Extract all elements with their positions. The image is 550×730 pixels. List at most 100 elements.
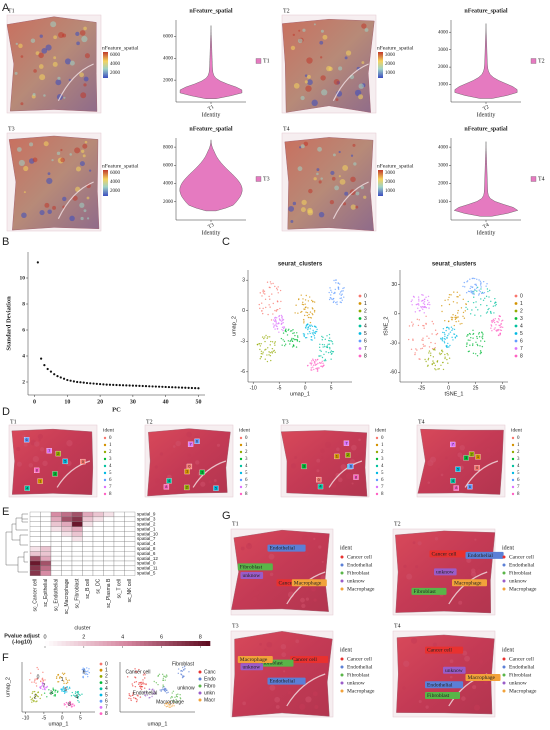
legend-dot: [103, 464, 107, 468]
cell-point: [313, 368, 315, 371]
tissue-spot: [269, 684, 276, 691]
cell-point: [169, 700, 171, 703]
cell-point: [296, 332, 298, 334]
cell-point: [331, 298, 333, 301]
cell-point: [311, 369, 313, 371]
tissue-spot: [319, 40, 324, 45]
tissue-vessel: [286, 673, 326, 707]
tissue-spot: [355, 205, 359, 209]
point: [95, 382, 98, 385]
heat-cell: [113, 555, 125, 562]
cluster-tag: [450, 441, 456, 448]
legend-dot: [99, 687, 103, 691]
legend-dot: [239, 443, 243, 447]
cell-point: [424, 306, 427, 308]
legend-dot: [375, 457, 379, 461]
tissue-spot: [38, 438, 41, 442]
cell-point: [324, 345, 326, 348]
cell-point: [291, 338, 293, 341]
tissue-spot: [303, 550, 310, 557]
point: [148, 385, 151, 388]
cell-point: [309, 311, 312, 313]
cell-point: [320, 350, 322, 353]
cell-point: [63, 672, 66, 675]
heat-cell: [82, 551, 94, 557]
cell-point: [33, 700, 35, 702]
legend-dot: [375, 436, 379, 440]
cell-point: [483, 291, 486, 294]
cell-type-tag: [267, 544, 306, 552]
legend-tick: 4000: [110, 62, 121, 67]
tissue-spot: [53, 56, 57, 60]
cell-point: [48, 689, 50, 691]
tissue-spot: [57, 76, 61, 80]
cell-point: [77, 695, 80, 698]
cell-point: [162, 679, 165, 682]
cell-point: [310, 317, 313, 319]
cell-point: [319, 362, 321, 364]
cell-point: [501, 326, 504, 329]
cell-point: [454, 314, 457, 317]
tissue-vessel: [56, 460, 91, 488]
y-tick-label: 4: [22, 353, 25, 359]
heat-cell: [40, 546, 52, 552]
y-tick-label: 6000: [163, 163, 174, 168]
y-tick-label: 3: [242, 278, 245, 284]
y-tick-label: 2000: [163, 78, 174, 83]
cell-point: [419, 358, 421, 360]
cell-point: [475, 284, 478, 287]
cell-point: [69, 687, 71, 690]
cell-point: [320, 362, 323, 364]
point: [194, 387, 197, 390]
heat-cell: [50, 521, 62, 527]
cell-point: [275, 321, 277, 323]
legend-label: Fibro: [204, 683, 216, 689]
tissue-vessel: [192, 460, 227, 488]
tissue-spot: [302, 28, 306, 32]
cell-point: [43, 692, 46, 694]
cell-point: [167, 701, 170, 704]
legend-dot: [198, 677, 202, 681]
cell-point: [135, 670, 137, 673]
y-tick-label: 2000: [438, 65, 449, 70]
cell-point: [264, 336, 266, 338]
cell-point: [465, 345, 468, 348]
cell-point: [288, 328, 290, 330]
cell-point: [307, 307, 309, 309]
point: [187, 386, 190, 389]
heat-cell: [29, 516, 41, 522]
tissue-spot: [448, 577, 451, 580]
cell-point: [498, 328, 500, 331]
cell-point: [445, 329, 447, 332]
tissue-spot: [322, 34, 328, 40]
cell-point: [327, 351, 330, 354]
cell-point: [268, 304, 270, 306]
cell-point: [128, 693, 130, 695]
legend-dot: [340, 689, 344, 693]
tissue-spot: [476, 569, 482, 575]
x-tick-label: 5: [330, 385, 333, 391]
cell-point: [501, 319, 504, 322]
cell-point: [134, 685, 137, 688]
legend-label: Fibroblast: [509, 570, 532, 576]
cell-point: [334, 288, 336, 291]
cell-point: [35, 700, 37, 703]
cell-point: [86, 667, 88, 669]
cell-point: [418, 298, 420, 301]
cluster-tag: [24, 485, 30, 491]
tissue-spot: [64, 58, 72, 65]
tissue-spot: [342, 165, 349, 171]
cell-point: [34, 679, 36, 682]
cell-point: [173, 705, 175, 707]
cell-point: [54, 694, 56, 696]
dendrogram: [23, 551, 28, 563]
tissue-spot: [175, 440, 181, 447]
cell-point: [138, 685, 141, 688]
cluster-tag-label: 4: [452, 478, 455, 483]
legend-dot: [239, 436, 243, 440]
tissue-spot: [300, 597, 305, 603]
cell-point: [333, 300, 335, 303]
tissue-spot: [18, 43, 23, 49]
panel-label: D: [2, 406, 10, 418]
cell-point: [451, 336, 453, 339]
